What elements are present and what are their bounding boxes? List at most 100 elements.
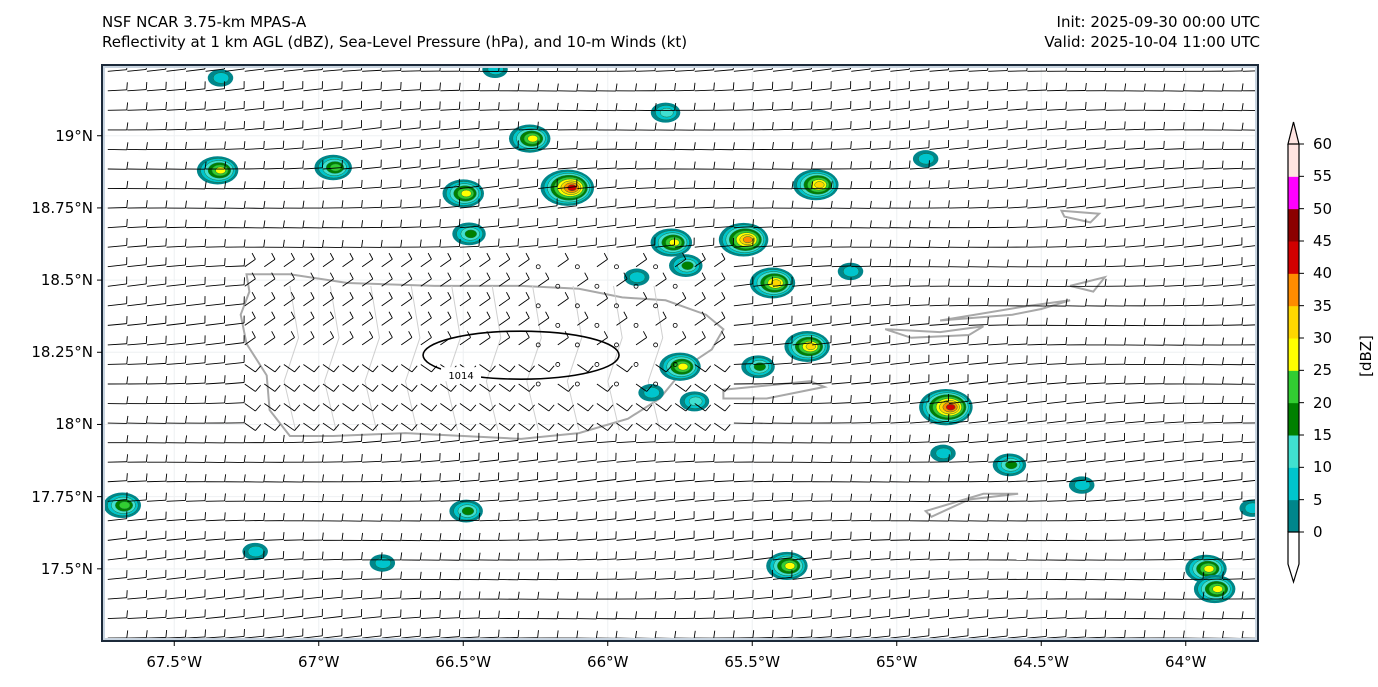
- barb-flag: [1143, 552, 1146, 560]
- barb-flag: [850, 395, 852, 403]
- barb-flag: [165, 396, 168, 404]
- barb-flag: [948, 551, 950, 560]
- barb-shaft: [1125, 440, 1145, 444]
- wind-barb: [518, 591, 540, 600]
- wind-barb: [1027, 513, 1048, 522]
- barb-flag: [850, 435, 853, 443]
- wind-barb: [831, 415, 853, 424]
- barb-flag: [419, 513, 422, 522]
- wind-barb: [1164, 611, 1185, 620]
- wind-barb: [792, 531, 813, 541]
- barb-shaft: [518, 403, 530, 412]
- barb-shaft: [107, 577, 127, 580]
- barb-shaft: [812, 576, 832, 580]
- barb-flag: [243, 435, 246, 443]
- wind-barb: [499, 552, 520, 561]
- wind-barb: [264, 551, 285, 561]
- barb-flag: [478, 532, 481, 541]
- wind-barb: [362, 473, 383, 483]
- wind-barb: [244, 569, 265, 580]
- wind-barb: [538, 491, 558, 502]
- barb-flag: [224, 121, 226, 129]
- barb-flag: [1065, 513, 1068, 521]
- barb-flag: [850, 415, 853, 423]
- barb-shaft: [577, 558, 597, 561]
- barb-shaft: [929, 381, 949, 385]
- wind-barb: [185, 589, 206, 600]
- wind-barb: [440, 610, 461, 620]
- barb-flag: [1065, 493, 1068, 501]
- barb-shaft: [244, 557, 264, 561]
- barb-flag: [948, 454, 950, 462]
- barb-shaft: [283, 596, 303, 600]
- wind-barb: [107, 356, 128, 365]
- barb-shaft: [205, 576, 225, 580]
- barb-shaft: [988, 635, 1008, 639]
- reflectivity-contour: [814, 181, 825, 189]
- barb-flag: [145, 219, 148, 227]
- barb-flag: [830, 258, 833, 266]
- barb-shaft: [225, 596, 245, 600]
- barb-flag: [1262, 161, 1263, 168]
- wind-barb: [792, 569, 812, 580]
- barb-flag: [498, 610, 500, 619]
- barb-flag: [517, 610, 520, 619]
- barb-shaft: [186, 519, 206, 522]
- wind-barb: [1203, 591, 1224, 600]
- wind-barb: [1183, 571, 1205, 580]
- wind-barb: [694, 403, 712, 412]
- reflectivity-contour: [1203, 565, 1215, 573]
- wind-barb: [694, 570, 715, 580]
- barb-shaft: [342, 403, 354, 412]
- wind-barb: [401, 552, 422, 561]
- wind-barb: [1125, 611, 1146, 620]
- wind-barb: [714, 473, 735, 483]
- barb-flag: [928, 494, 931, 502]
- wind-barb: [733, 396, 755, 405]
- wind-barb: [440, 513, 461, 522]
- barb-shaft: [929, 596, 949, 600]
- barb-flag: [928, 160, 930, 168]
- barb-shaft: [1222, 498, 1242, 502]
- barb-shaft: [1144, 518, 1164, 522]
- barb-flag: [439, 571, 442, 580]
- barb-flag: [771, 396, 774, 404]
- wind-barb: [401, 383, 418, 392]
- wind-barb: [890, 628, 910, 639]
- barb-flag: [1045, 552, 1048, 561]
- wind-barb: [694, 511, 715, 522]
- municipal-boundary: [445, 285, 461, 431]
- wind-barb: [107, 590, 128, 600]
- wind-barb: [1007, 473, 1028, 483]
- barb-flag: [1182, 630, 1185, 639]
- barb-shaft: [772, 499, 793, 502]
- barb-shaft: [1164, 459, 1184, 463]
- barb-shaft: [714, 480, 734, 483]
- wind-barb: [225, 608, 245, 620]
- storm-cell: [718, 222, 769, 257]
- wind-barb: [381, 453, 402, 463]
- barb-flag: [1143, 532, 1146, 540]
- barb-shaft: [988, 381, 1008, 385]
- wind-barb: [851, 414, 872, 424]
- wind-barb: [518, 452, 539, 463]
- wind-barb: [225, 374, 245, 385]
- wind-barb: [283, 513, 305, 522]
- wind-barb: [459, 532, 481, 541]
- wind-barb: [870, 414, 891, 424]
- barb-flag: [478, 512, 481, 521]
- wind-barb: [166, 550, 186, 561]
- barb-shaft: [479, 479, 499, 483]
- barb-shaft: [792, 538, 812, 541]
- barb-flag: [791, 415, 794, 424]
- wind-barb: [949, 513, 970, 522]
- wind-barb: [1086, 552, 1107, 561]
- wind-barb: [772, 473, 794, 483]
- wind-barb: [733, 589, 754, 600]
- wind-barb: [753, 530, 773, 541]
- wind-barb: [577, 403, 594, 412]
- wind-barb: [1086, 375, 1107, 385]
- barb-flag: [948, 494, 951, 502]
- wind-barb: [1203, 414, 1224, 424]
- barb-flag: [615, 591, 618, 600]
